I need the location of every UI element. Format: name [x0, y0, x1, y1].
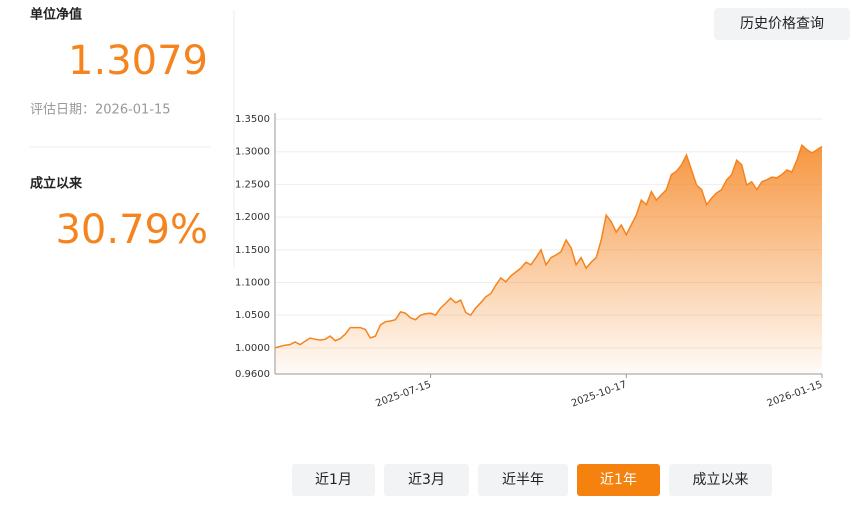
return-value: 30.79% [55, 207, 208, 253]
tab-label[interactable]: 近3月 [408, 472, 445, 488]
line [274, 143, 823, 349]
button-label[interactable]: 历史价格查询 [740, 16, 824, 32]
y-tick-label: 1.1000 [235, 277, 270, 288]
x-tick-label: 2026-01-15 [766, 379, 824, 409]
y-tick-label: 1.3000 [235, 147, 270, 158]
tab[interactable]: 近3月 [384, 464, 469, 496]
y-tick-label: 1.0000 [235, 343, 270, 354]
tab-label[interactable]: 成立以来 [693, 472, 749, 488]
area-fill [275, 145, 822, 374]
return-label: 成立以来 [30, 176, 83, 192]
tab[interactable]: 近半年 [478, 464, 568, 496]
tab-bg[interactable] [577, 464, 660, 496]
y-tick-label: 1.2000 [235, 212, 270, 223]
tab[interactable]: 成立以来 [669, 464, 772, 496]
nav-value: 1.3079 [68, 38, 208, 84]
date-text: 评估日期：2026-01-15 [30, 103, 171, 118]
tab[interactable]: 近1年 [577, 464, 660, 496]
y-tick-label: 1.0500 [235, 310, 270, 321]
tab-bg[interactable] [669, 464, 772, 496]
tab-label[interactable]: 近半年 [502, 472, 544, 488]
tab[interactable]: 近1月 [292, 464, 375, 496]
y-tick-label: 1.3500 [235, 114, 270, 125]
x-tick-label: 2025-10-17 [570, 379, 628, 409]
tab-bg[interactable] [292, 464, 375, 496]
y-tick-label: 0.9600 [235, 369, 270, 380]
button-bg[interactable] [714, 8, 850, 40]
nav-label: 单位净值 [30, 7, 82, 23]
tab-bg[interactable] [384, 464, 469, 496]
y-tick-label: 1.2500 [235, 179, 270, 190]
tab-label[interactable]: 近1年 [600, 472, 637, 488]
tab-bg[interactable] [478, 464, 568, 496]
tab-label[interactable]: 近1月 [315, 472, 352, 488]
x-tick-label: 2025-07-15 [374, 379, 432, 409]
history-button[interactable]: 历史价格查询 [714, 8, 850, 40]
y-tick-label: 1.1500 [235, 245, 270, 256]
